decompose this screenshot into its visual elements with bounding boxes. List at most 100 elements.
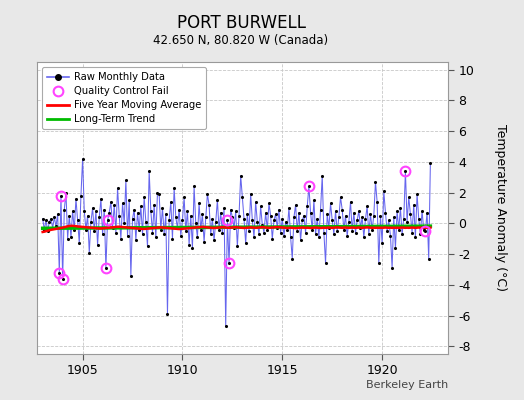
Text: PORT BURWELL: PORT BURWELL xyxy=(177,14,305,32)
Point xyxy=(151,234,160,240)
Point xyxy=(305,183,313,190)
Point xyxy=(215,226,223,233)
Point xyxy=(108,225,117,231)
Point xyxy=(163,311,172,317)
Point xyxy=(261,210,270,216)
Point xyxy=(67,234,75,240)
Point xyxy=(110,202,118,208)
Legend: Raw Monthly Data, Quality Control Fail, Five Year Moving Average, Long-Term Tren: Raw Monthly Data, Quality Control Fail, … xyxy=(42,67,206,129)
Point xyxy=(171,214,180,220)
Point xyxy=(335,214,343,220)
Point xyxy=(271,211,280,217)
Point xyxy=(127,272,135,279)
Point xyxy=(47,216,55,222)
Point xyxy=(154,190,162,196)
Point xyxy=(318,172,326,179)
Point xyxy=(268,236,277,242)
Point xyxy=(148,229,157,236)
Point xyxy=(358,214,366,220)
Point xyxy=(238,194,246,200)
Point xyxy=(355,208,363,214)
Point xyxy=(400,216,408,222)
Point xyxy=(252,199,260,205)
Point xyxy=(323,211,331,217)
Point xyxy=(167,199,175,205)
Point xyxy=(403,219,411,225)
Point xyxy=(420,226,428,233)
Point xyxy=(112,229,120,236)
Point xyxy=(383,228,391,234)
Point xyxy=(62,190,70,196)
Point xyxy=(273,225,281,231)
Point xyxy=(120,220,128,226)
Point xyxy=(310,197,318,204)
Point xyxy=(373,199,381,205)
Point xyxy=(40,226,49,233)
Point xyxy=(213,197,222,204)
Point xyxy=(138,231,147,237)
Point xyxy=(333,228,342,234)
Point xyxy=(248,217,257,224)
Point xyxy=(222,323,230,330)
Point xyxy=(97,196,105,202)
Y-axis label: Temperature Anomaly (°C): Temperature Anomaly (°C) xyxy=(494,124,507,292)
Point xyxy=(242,240,250,246)
Point xyxy=(69,208,77,214)
Point xyxy=(48,225,57,231)
Point xyxy=(188,245,196,251)
Point xyxy=(346,199,355,205)
Point xyxy=(125,197,134,204)
Point xyxy=(389,214,398,220)
Point xyxy=(391,245,400,251)
Point xyxy=(90,228,99,234)
Point xyxy=(372,179,380,185)
Point xyxy=(206,231,215,237)
Point xyxy=(157,226,165,233)
Point xyxy=(255,231,263,237)
Point xyxy=(115,212,124,219)
Point xyxy=(313,216,321,222)
Text: 42.650 N, 80.820 W (Canada): 42.650 N, 80.820 W (Canada) xyxy=(154,34,329,47)
Point xyxy=(418,208,426,214)
Point xyxy=(223,217,232,224)
Point xyxy=(424,256,433,262)
Point xyxy=(230,225,238,231)
Point xyxy=(161,211,170,217)
Point xyxy=(137,203,145,210)
Point xyxy=(150,202,158,208)
Point xyxy=(73,217,82,224)
Point xyxy=(193,234,202,240)
Point xyxy=(228,214,236,220)
Point xyxy=(77,192,85,199)
Point xyxy=(331,208,340,214)
Point xyxy=(341,212,350,219)
Point xyxy=(50,214,59,220)
Point xyxy=(406,211,414,217)
Point xyxy=(42,217,50,224)
Point xyxy=(285,205,293,211)
Point xyxy=(140,194,148,200)
Point xyxy=(366,211,375,217)
Point xyxy=(320,229,328,236)
Point xyxy=(245,228,253,234)
Point xyxy=(59,276,67,282)
Point xyxy=(118,200,127,206)
Point xyxy=(363,203,372,210)
Point xyxy=(203,191,212,197)
Point xyxy=(281,219,290,225)
Point xyxy=(368,226,376,233)
Point xyxy=(290,214,298,220)
Point xyxy=(225,260,233,266)
Point xyxy=(283,226,291,233)
Point xyxy=(43,228,52,234)
Point xyxy=(277,229,285,236)
Point xyxy=(288,256,297,262)
Point xyxy=(385,217,393,224)
Point xyxy=(63,236,72,242)
Point xyxy=(93,242,102,248)
Point xyxy=(107,199,115,205)
Point xyxy=(410,202,418,208)
Point xyxy=(145,168,154,174)
Point xyxy=(240,216,248,222)
Point xyxy=(315,234,323,240)
